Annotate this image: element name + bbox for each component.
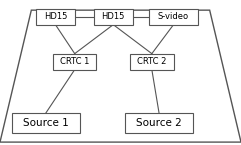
FancyBboxPatch shape (130, 54, 174, 70)
Text: CRTC 2: CRTC 2 (137, 57, 167, 66)
FancyBboxPatch shape (36, 9, 75, 25)
Text: CRTC 1: CRTC 1 (60, 57, 89, 66)
Text: Source 1: Source 1 (23, 118, 69, 128)
Text: S-video: S-video (158, 12, 189, 21)
FancyBboxPatch shape (53, 54, 96, 70)
Text: HD15: HD15 (102, 12, 125, 21)
FancyBboxPatch shape (94, 9, 133, 25)
FancyBboxPatch shape (125, 113, 193, 133)
FancyBboxPatch shape (12, 113, 80, 133)
Text: HD15: HD15 (44, 12, 67, 21)
Text: Source 2: Source 2 (136, 118, 182, 128)
FancyBboxPatch shape (149, 9, 198, 25)
